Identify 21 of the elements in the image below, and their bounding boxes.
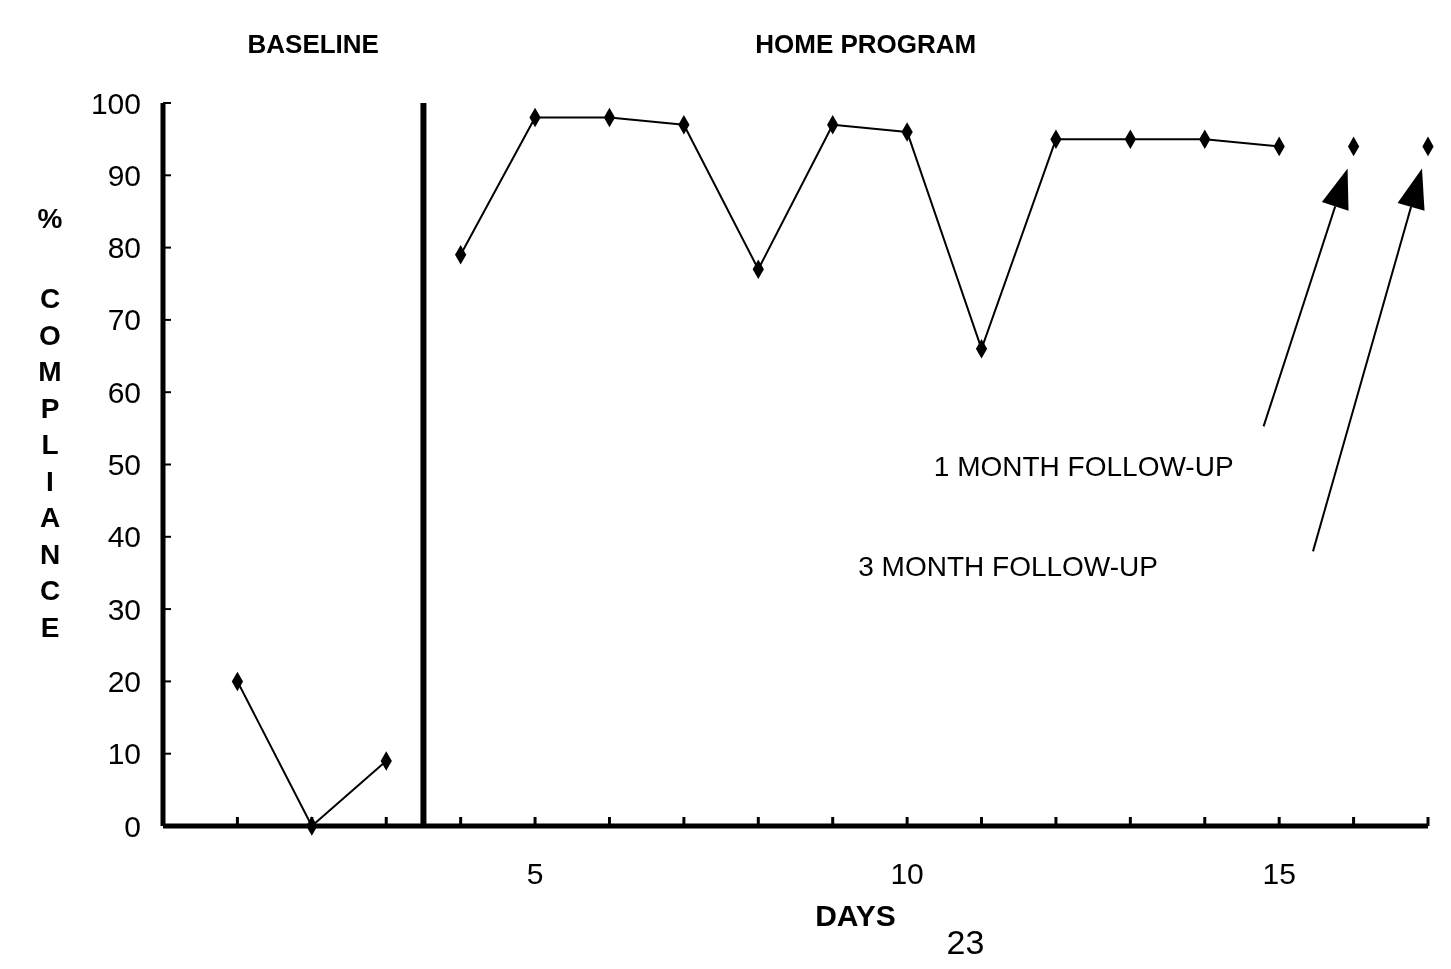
y-tick-label: 60 <box>107 375 141 409</box>
y-tick-label: 50 <box>107 448 141 481</box>
x-axis-title: DAYS <box>815 899 896 932</box>
text: % COMPLIANCE <box>37 203 63 643</box>
annotation: 1 MONTH FOLLOW-UP <box>933 451 1234 483</box>
y-tick-label: 30 <box>107 592 141 626</box>
text: HOME PROGRAM <box>755 29 977 59</box>
y-tick-label: 0 <box>124 809 141 843</box>
text: BASELINE <box>247 29 379 59</box>
y-tick-label: 40 <box>107 520 141 554</box>
y-tick-label: 80 <box>107 231 141 265</box>
y-tick-label: 10 <box>107 737 141 771</box>
y-tick-label: 20 <box>107 664 141 698</box>
x-tick-label: 10 <box>890 857 924 890</box>
annotation: 3 MONTH FOLLOW-UP <box>858 551 1158 583</box>
y-tick-label: 90 <box>107 158 141 192</box>
y-tick-label: 100 <box>90 86 141 120</box>
x-tick-label: 5 <box>526 857 544 890</box>
x-tick-label: 15 <box>1262 857 1296 890</box>
y-tick-label: 70 <box>107 303 141 337</box>
text: 23 <box>946 923 985 961</box>
